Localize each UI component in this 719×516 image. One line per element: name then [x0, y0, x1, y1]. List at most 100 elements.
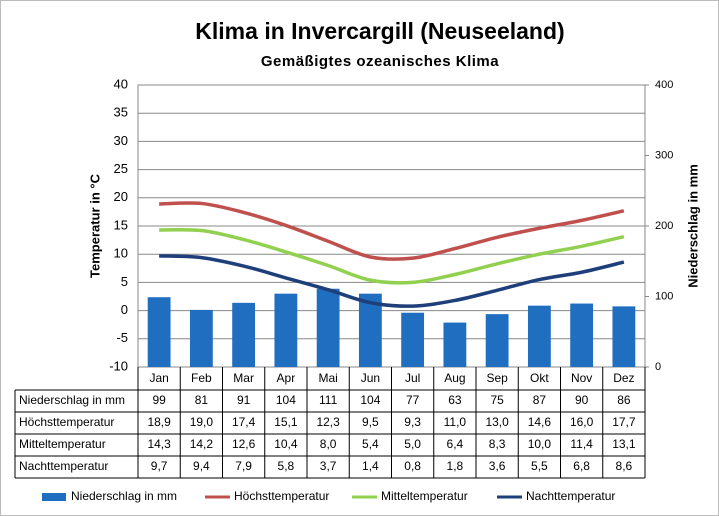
x-tick-label: Nov — [571, 371, 592, 385]
table-cell: 11,0 — [444, 415, 467, 429]
table-cell: 9,5 — [362, 415, 379, 429]
y-tick-label: 25 — [114, 161, 128, 176]
table-cell: 8,6 — [616, 459, 633, 473]
table-cell: 5,0 — [404, 437, 421, 451]
table-cell: 77 — [406, 393, 420, 407]
line — [159, 254, 625, 308]
table-cell: 9,7 — [151, 459, 168, 473]
table-cell: 8,0 — [320, 437, 337, 451]
x-tick-label: Mar — [233, 371, 254, 385]
table-cell: 3,7 — [320, 459, 337, 473]
y-axis-title: Temperatur in °C — [87, 173, 102, 278]
table-cell: 90 — [575, 393, 589, 407]
bar — [232, 302, 256, 367]
y-tick-label: 30 — [114, 133, 128, 148]
x-tick-label: Okt — [530, 371, 549, 385]
table-cell: 3,6 — [489, 459, 506, 473]
bar — [527, 305, 551, 367]
table-cell: 12,3 — [316, 415, 340, 429]
table-cell: 104 — [276, 393, 296, 407]
line — [159, 227, 625, 285]
y2-tick-label: 200 — [655, 220, 673, 232]
y-tick-label: -5 — [116, 330, 128, 345]
bar — [358, 293, 382, 367]
table-cell: 1,8 — [447, 459, 464, 473]
table-row-label: Mitteltemperatur — [19, 437, 106, 451]
bar — [443, 322, 467, 367]
table-cell: 13,0 — [485, 415, 509, 429]
y-tick-label: 40 — [114, 76, 128, 91]
table-cell: 17,7 — [612, 415, 636, 429]
table-cell: 18,9 — [147, 415, 171, 429]
y2-axis-title: Niederschlag in mm — [685, 164, 700, 288]
table-cell: 1,4 — [362, 459, 379, 473]
x-tick-label: Apr — [277, 371, 296, 385]
table-cell: 5,8 — [278, 459, 295, 473]
bar — [189, 309, 213, 367]
y2-tick-label: 400 — [655, 79, 673, 91]
legend-swatch — [42, 493, 66, 501]
table-cell: 75 — [490, 393, 504, 407]
bar — [274, 293, 298, 367]
y2-tick-label: 0 — [655, 361, 661, 373]
chart-subtitle: Gemäßigtes ozeanisches Klima — [261, 53, 499, 70]
table-cell: 14,6 — [528, 415, 552, 429]
table-cell: 5,4 — [362, 437, 379, 451]
y-tick-label: -10 — [109, 358, 128, 373]
x-tick-label: Aug — [444, 371, 465, 385]
y2-tick-label: 300 — [655, 149, 673, 161]
y2-tick-label: 100 — [655, 290, 673, 302]
table-cell: 63 — [448, 393, 462, 407]
table-cell: 15,1 — [274, 415, 298, 429]
x-tick-label: Jun — [361, 371, 380, 385]
table-cell: 0,8 — [404, 459, 421, 473]
table-cell: 111 — [319, 393, 338, 407]
table-cell: 86 — [617, 393, 631, 407]
x-tick-label: Mai — [318, 371, 337, 385]
legend-label: Niederschlag in mm — [71, 489, 177, 503]
table-cell: 14,2 — [190, 437, 214, 451]
y-tick-label: 0 — [121, 302, 128, 317]
bar — [485, 314, 509, 367]
table-cell: 6,4 — [447, 437, 464, 451]
table-cell: 9,4 — [193, 459, 210, 473]
table-cell: 6,8 — [573, 459, 590, 473]
table-cell: 99 — [152, 393, 166, 407]
x-tick-label: Dez — [613, 371, 634, 385]
table-cell: 104 — [360, 393, 380, 407]
table-row-label: Nachttemperatur — [19, 459, 108, 473]
y-tick-label: 5 — [121, 274, 128, 289]
x-tick-label: Jul — [405, 371, 420, 385]
table-row-label: Niederschlag in mm — [19, 393, 125, 407]
table-cell: 91 — [237, 393, 251, 407]
legend-label: Höchsttemperatur — [234, 489, 329, 503]
table-cell: 8,3 — [489, 437, 506, 451]
table-cell: 16,0 — [570, 415, 594, 429]
table-cell: 11,4 — [570, 437, 593, 451]
table-cell: 12,6 — [232, 437, 256, 451]
table-cell: 13,1 — [612, 437, 636, 451]
y-tick-label: 35 — [114, 105, 128, 120]
bar — [316, 288, 340, 367]
y-tick-label: 20 — [114, 189, 128, 204]
bar — [147, 297, 171, 367]
y-tick-label: 10 — [114, 246, 128, 261]
table-cell: 17,4 — [232, 415, 256, 429]
table-row-label: Höchsttemperatur — [19, 415, 114, 429]
chart-title: Klima in Invercargill (Neuseeland) — [195, 18, 564, 44]
table-cell: 81 — [195, 393, 209, 407]
x-tick-label: Feb — [191, 371, 212, 385]
table-cell: 9,3 — [404, 415, 421, 429]
bar — [401, 312, 425, 367]
table-cell: 5,5 — [531, 459, 548, 473]
x-tick-label: Sep — [486, 371, 508, 385]
table-cell: 19,0 — [190, 415, 214, 429]
x-tick-label: Jan — [149, 371, 168, 385]
bar — [612, 306, 636, 367]
legend-label: Nachttemperatur — [526, 489, 615, 503]
line — [159, 201, 625, 261]
legend-label: Mitteltemperatur — [381, 489, 468, 503]
table-cell: 10,4 — [274, 437, 298, 451]
table-cell: 14,3 — [147, 437, 171, 451]
